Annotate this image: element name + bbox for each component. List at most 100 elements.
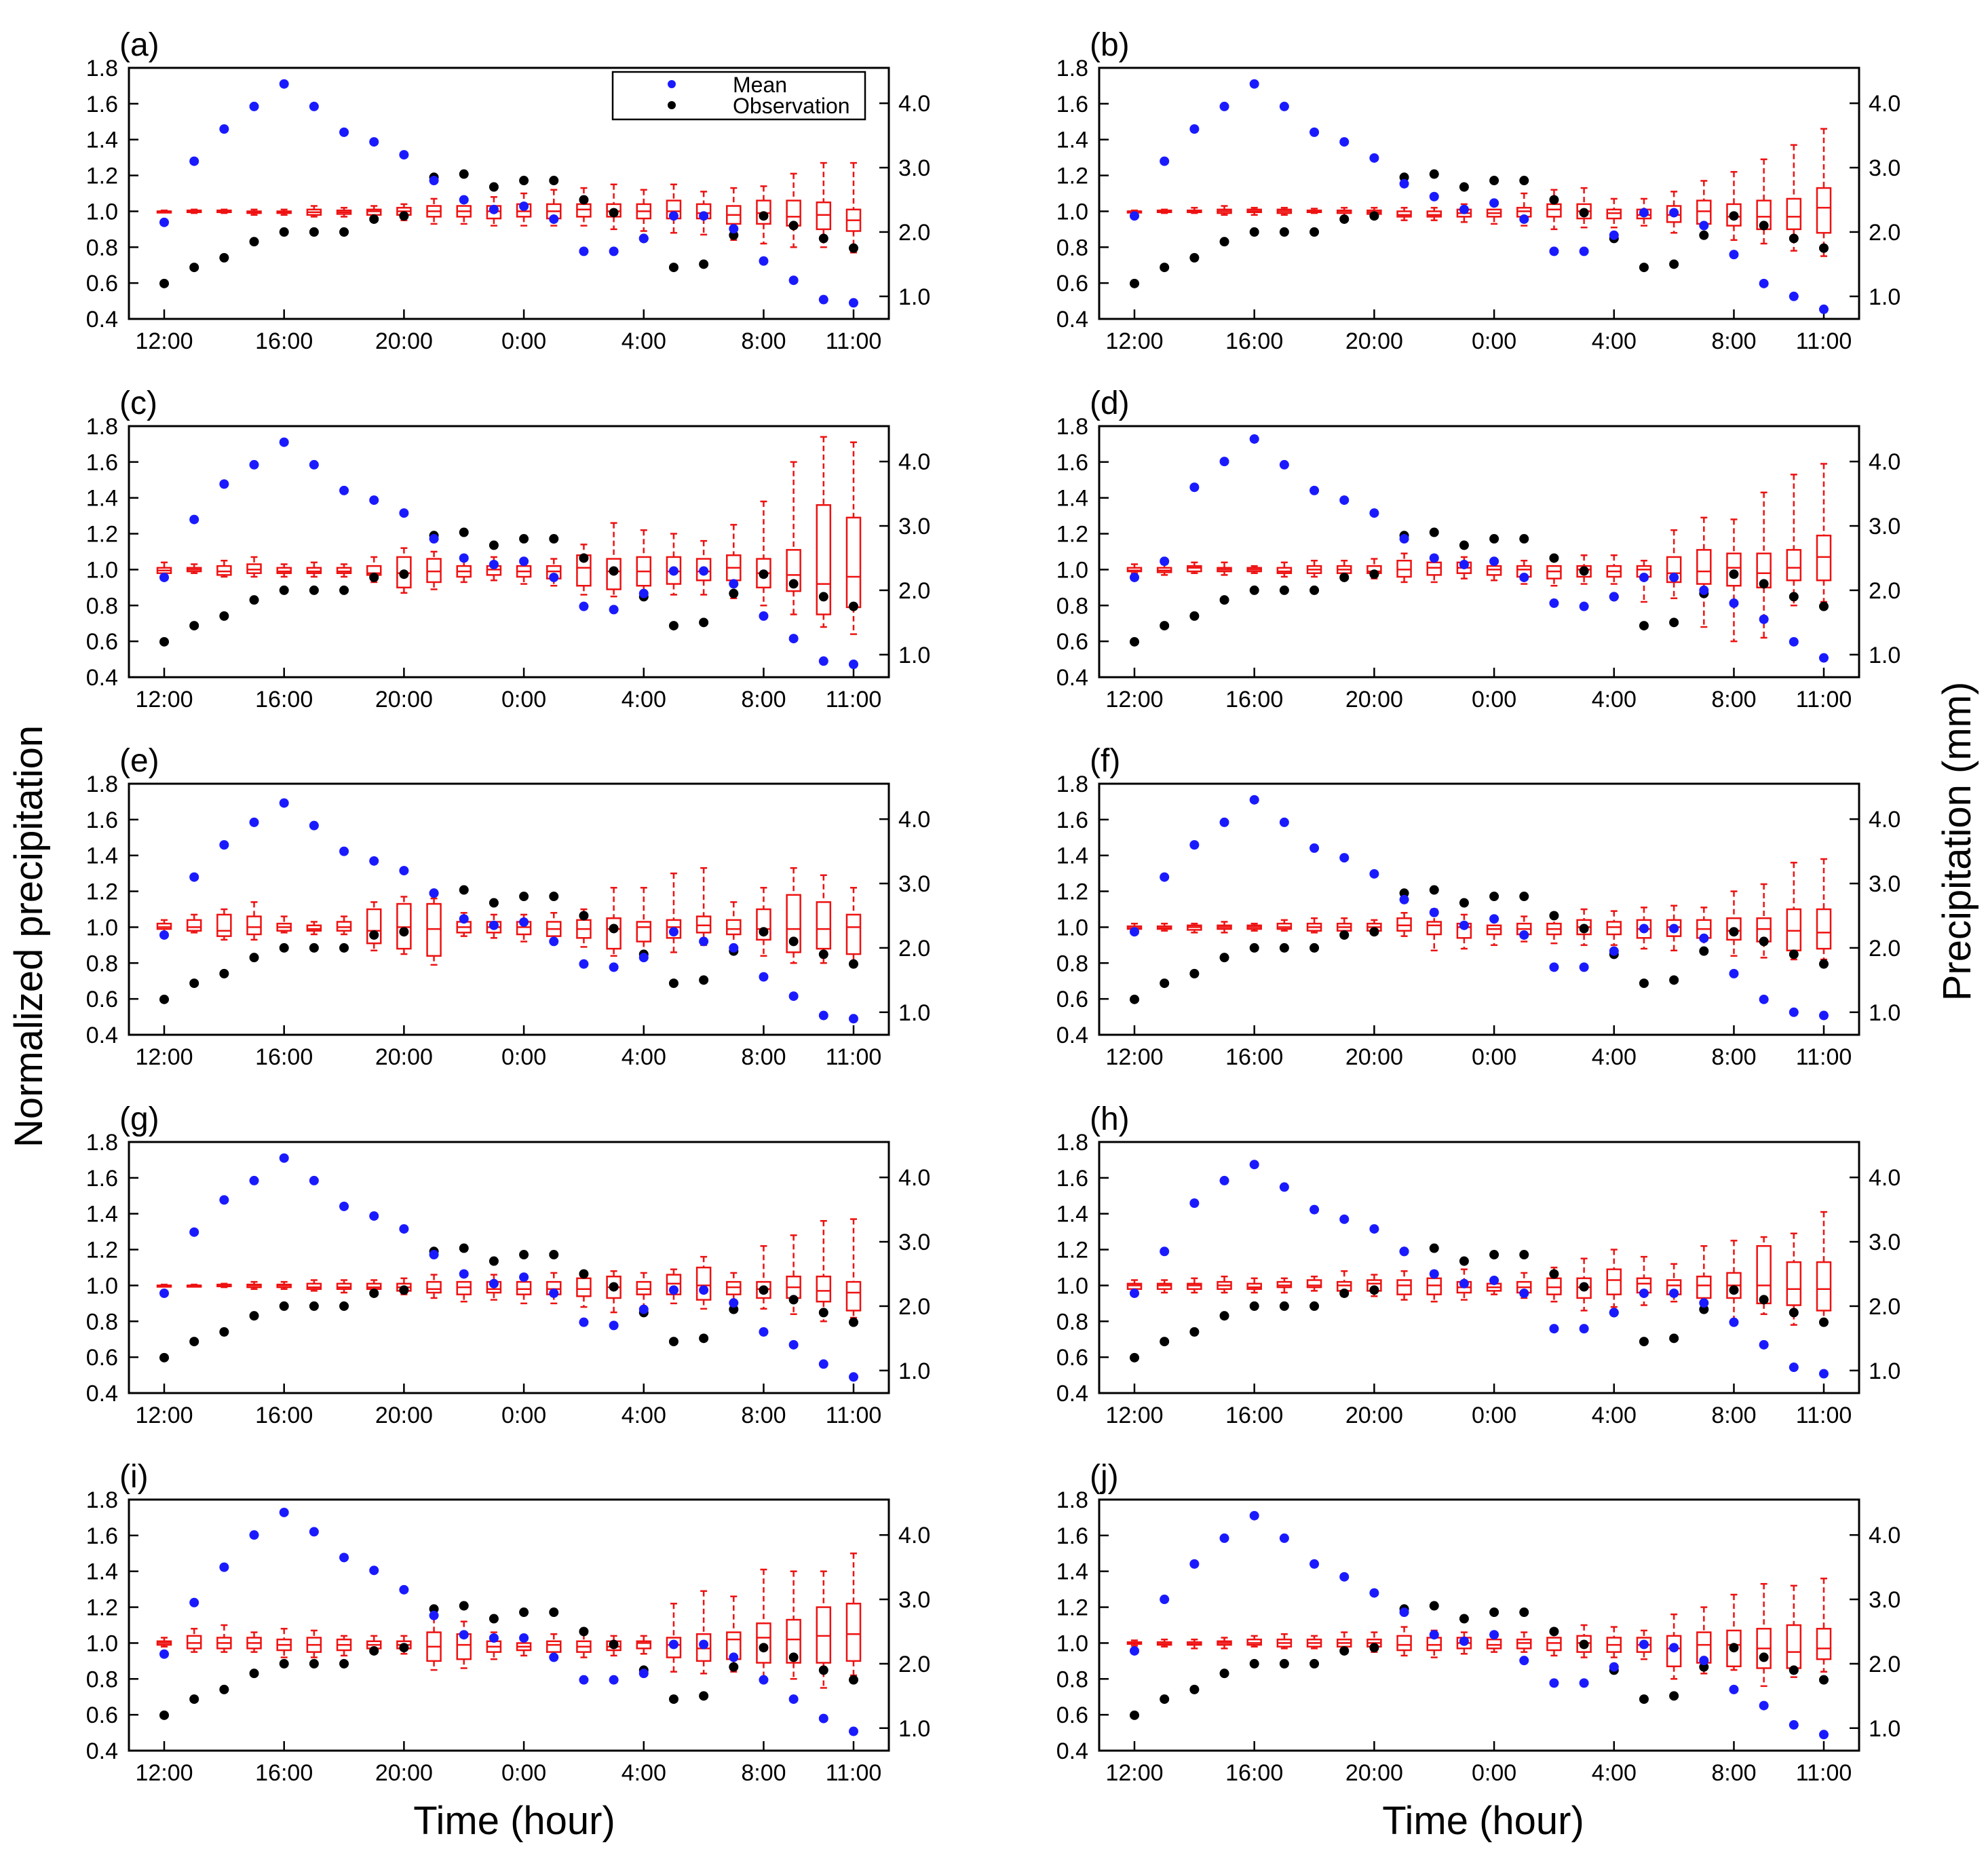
observation-point	[609, 1639, 619, 1650]
observation-point	[369, 572, 379, 582]
mean-point	[1130, 1645, 1139, 1656]
y-right-tick-label: 1.0	[898, 284, 930, 310]
observation-point	[1130, 1352, 1139, 1363]
mean-point	[1759, 614, 1769, 624]
observation-point	[1369, 1285, 1379, 1295]
mean-point	[759, 256, 769, 266]
box	[845, 1553, 862, 1677]
box-body	[246, 915, 262, 936]
mean-point	[1819, 304, 1829, 314]
mean-point	[1310, 1204, 1320, 1215]
mean-point	[1579, 601, 1589, 611]
y-right-tick-label: 4.0	[898, 449, 930, 475]
observation-point	[249, 237, 259, 247]
box-body	[816, 201, 832, 231]
mean-point	[729, 942, 739, 953]
legend-observation-label: Observation	[733, 94, 850, 118]
observation-point	[1429, 885, 1439, 895]
mean-point	[1339, 853, 1350, 863]
panel-label: (j)	[1090, 1459, 1119, 1495]
box-body	[366, 908, 382, 945]
box-body	[1606, 921, 1622, 936]
panel-label: (d)	[1090, 385, 1130, 421]
box	[1726, 1593, 1742, 1671]
panel-label: (e)	[119, 743, 159, 779]
y-left-tick-label: 0.8	[86, 593, 118, 619]
observation-point	[1339, 1645, 1350, 1656]
mean-point	[1369, 153, 1379, 163]
y-right-tick-label: 2.0	[1869, 578, 1900, 604]
observation-point	[249, 953, 259, 963]
y-right-tick-label: 3.0	[1869, 1587, 1900, 1613]
observation-point	[1219, 237, 1229, 247]
box-body	[1276, 567, 1293, 574]
mean-point	[1249, 434, 1259, 444]
y-left-tick-label: 0.6	[86, 1702, 118, 1728]
legend-box	[611, 71, 866, 121]
box	[1786, 1584, 1802, 1678]
x-tick-label: 11:00	[1796, 1044, 1852, 1070]
observation-point	[1669, 975, 1679, 985]
mean-point	[459, 914, 469, 924]
observation-point	[1279, 227, 1289, 237]
box-body	[695, 1633, 712, 1662]
x-tick-label: 16:00	[1225, 328, 1283, 354]
y-left-tick-label: 1.2	[1056, 1238, 1088, 1263]
y-left-tick-label: 1.4	[1056, 1559, 1088, 1585]
y-right-tick-label: 4.0	[1869, 91, 1900, 117]
box-body	[1396, 917, 1412, 932]
y-left-tick-label: 1.6	[86, 807, 118, 833]
mean-point	[1789, 1363, 1799, 1373]
y-axis-right-title: Precipitation (mm)	[1935, 682, 1979, 1002]
y-left-tick-label: 1.4	[1056, 843, 1088, 869]
x-tick-label: 12:00	[1105, 1044, 1163, 1070]
observation-point	[459, 1243, 469, 1253]
box-body	[786, 1618, 801, 1664]
mean-point	[1429, 907, 1439, 917]
mean-point	[788, 634, 799, 644]
box	[1156, 922, 1172, 932]
y-right-tick-label: 2.0	[898, 936, 930, 961]
box	[306, 921, 322, 936]
mean-point	[1519, 1656, 1529, 1666]
box-body	[726, 1280, 742, 1295]
box	[1246, 1277, 1262, 1294]
box-body	[1816, 1628, 1832, 1660]
observation-point	[1669, 1691, 1679, 1701]
box	[1726, 171, 1742, 241]
panel: (c) 0.4 0.6 0.8 1.0 1.2 1.4 1.6 1.8 1.0 2.0 3.0 4.0 1…	[86, 385, 931, 712]
observation-point	[219, 611, 229, 621]
mean-point	[369, 1211, 379, 1221]
box	[726, 901, 742, 950]
x-tick-label: 4:00	[1592, 687, 1637, 712]
x-tick-label: 12:00	[135, 1760, 193, 1786]
observation-point	[699, 1691, 709, 1701]
observation-point	[1759, 1295, 1769, 1305]
mean-point	[1130, 211, 1139, 221]
mean-point	[369, 1565, 379, 1576]
box	[456, 1620, 472, 1669]
observation-point	[668, 263, 678, 273]
mean-point	[1639, 572, 1649, 582]
x-tick-label: 16:00	[255, 328, 313, 354]
box-body	[306, 924, 322, 932]
observation-point	[549, 1607, 559, 1618]
box	[1816, 463, 1832, 603]
mean-point	[549, 1652, 559, 1662]
mean-point	[1549, 1678, 1559, 1688]
observation-point	[489, 898, 499, 908]
observation-point	[1219, 1311, 1229, 1321]
mean-point	[609, 962, 619, 972]
x-tick-label: 0:00	[1472, 1044, 1516, 1070]
y-left-tick-label: 1.8	[1056, 1487, 1088, 1513]
y-left-tick-label: 1.2	[86, 1595, 118, 1621]
observation-point	[1639, 621, 1649, 631]
mean-point	[1669, 572, 1679, 582]
x-tick-label: 20:00	[375, 328, 433, 354]
observation-point	[249, 1669, 259, 1679]
observation-point	[668, 1337, 678, 1347]
mean-point	[1130, 1288, 1139, 1298]
observation-point	[1579, 566, 1589, 576]
box	[426, 197, 442, 225]
box-body	[1546, 1637, 1562, 1652]
